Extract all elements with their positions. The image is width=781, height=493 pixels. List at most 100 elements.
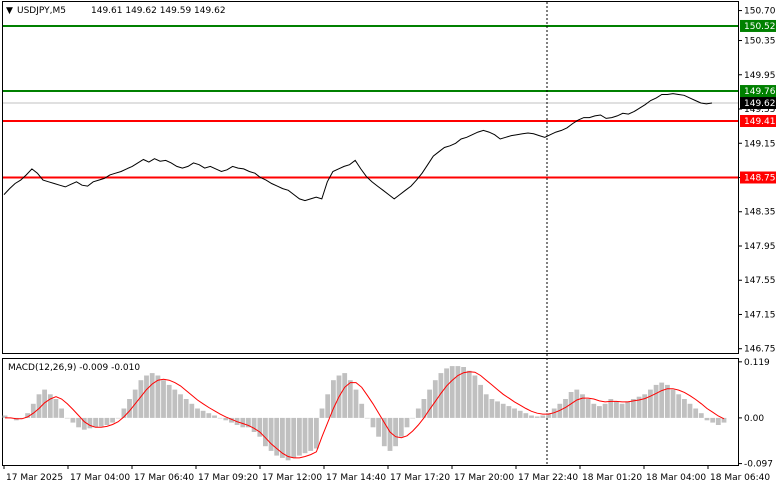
macd-histogram-bar bbox=[693, 408, 699, 418]
macd-histogram-bar bbox=[438, 373, 444, 418]
y-tick-label: 147.15 bbox=[744, 310, 776, 320]
macd-histogram-bar bbox=[342, 373, 348, 418]
x-tick-label: 18 Mar 06:40 bbox=[710, 473, 770, 483]
macd-histogram-bar bbox=[648, 389, 653, 418]
macd-histogram-bar bbox=[653, 384, 659, 418]
y-tick-label: 147.95 bbox=[744, 242, 776, 252]
macd-histogram-bar bbox=[36, 394, 42, 418]
macd-histogram-bar bbox=[574, 389, 580, 418]
time-x-axis: 17 Mar 2025 17 Mar 04:00 17 Mar 06:40 17 Ma… bbox=[3, 465, 770, 483]
y-tick-label: 147.55 bbox=[744, 276, 776, 286]
x-tick-label: 17 Mar 20:00 bbox=[454, 473, 514, 483]
macd-histogram-bar bbox=[268, 417, 274, 451]
macd-histogram-bar bbox=[319, 408, 325, 418]
macd-histogram-bar bbox=[398, 417, 404, 437]
x-tick-label: 18 Mar 01:20 bbox=[582, 473, 642, 483]
price-series-line bbox=[3, 93, 713, 202]
macd-histogram-bar bbox=[172, 389, 178, 418]
macd-histogram-bar bbox=[631, 399, 636, 418]
macd-histogram-bar bbox=[144, 375, 149, 418]
level-label-bg bbox=[740, 85, 776, 98]
y-tick-label: 150.70 bbox=[744, 7, 776, 17]
x-tick-label: 17 Mar 06:40 bbox=[134, 473, 194, 483]
macd-histogram-bar bbox=[489, 399, 495, 418]
macd-histogram-bar bbox=[546, 413, 551, 418]
macd-histogram-bar bbox=[183, 399, 189, 418]
macd-histogram-bar bbox=[127, 399, 132, 418]
macd-histogram-bar bbox=[636, 396, 642, 418]
symbol-label: USDJPY,M5 bbox=[17, 6, 66, 16]
macd-histogram-bar bbox=[608, 399, 614, 418]
macd-histogram-bar bbox=[98, 417, 104, 427]
macd-histogram-bar bbox=[568, 392, 574, 418]
macd-histogram-bar bbox=[704, 417, 710, 421]
macd-histogram-bar bbox=[642, 394, 648, 418]
macd-histogram-bar bbox=[393, 417, 398, 447]
macd-y-tick-label: -0.097 bbox=[744, 460, 773, 470]
macd-histogram-bar bbox=[25, 413, 30, 418]
macd-histogram-bar bbox=[291, 417, 297, 458]
y-tick-label: 149.95 bbox=[744, 71, 776, 81]
macd-histogram-bar bbox=[432, 380, 438, 418]
macd-histogram-bar bbox=[297, 417, 302, 456]
macd-histogram-bar bbox=[64, 417, 70, 419]
macd-histogram-bar bbox=[715, 417, 721, 425]
macd-histogram-bar bbox=[381, 417, 387, 447]
macd-histogram-bar bbox=[308, 417, 314, 451]
macd-histogram-bar bbox=[331, 380, 336, 418]
level-label: 150.52 bbox=[744, 22, 776, 32]
level-label-bg bbox=[740, 114, 776, 127]
macd-histogram-bar bbox=[614, 401, 619, 418]
macd-histogram-bar bbox=[30, 403, 36, 418]
level-label: 148.75 bbox=[744, 174, 776, 184]
dropdown-triangle-icon[interactable]: ▼ bbox=[6, 6, 13, 16]
x-tick-label: 17 Mar 17:20 bbox=[390, 473, 450, 483]
macd-histogram-bar bbox=[2, 415, 8, 418]
macd-histogram-bar bbox=[206, 413, 212, 418]
macd-histogram-bar bbox=[104, 417, 110, 425]
macd-histogram-bar bbox=[687, 403, 693, 418]
macd-histogram-bar bbox=[444, 368, 449, 418]
macd-histogram-bar bbox=[138, 380, 144, 418]
macd-histogram-bar bbox=[449, 366, 455, 418]
macd-histogram-bar bbox=[93, 417, 98, 428]
macd-histogram-bar bbox=[76, 417, 81, 428]
macd-histogram-bar bbox=[529, 415, 534, 418]
macd-histogram-bar bbox=[246, 417, 251, 428]
macd-histogram-bar bbox=[223, 417, 229, 421]
macd-histogram-bar bbox=[257, 417, 263, 437]
macd-histogram-bar bbox=[195, 408, 200, 418]
x-tick-label: 17 Mar 12:00 bbox=[262, 473, 322, 483]
macd-y-tick-label: 0.119 bbox=[744, 358, 770, 368]
macd-histogram-bar bbox=[676, 394, 682, 418]
x-tick-label: 17 Mar 04:00 bbox=[70, 473, 130, 483]
macd-histogram-bar bbox=[625, 401, 631, 418]
macd-histogram-bar bbox=[602, 403, 608, 418]
x-tick-label: 18 Mar 04:00 bbox=[646, 473, 706, 483]
macd-histogram-bar bbox=[591, 403, 597, 418]
x-tick-label: 17 Mar 22:40 bbox=[518, 473, 578, 483]
macd-histogram-bar bbox=[200, 410, 206, 418]
macd-histogram-bar bbox=[410, 417, 415, 419]
macd-histogram-bar bbox=[314, 417, 319, 449]
macd-histogram-bar bbox=[478, 384, 483, 418]
macd-histogram-bar bbox=[540, 415, 546, 418]
macd-histogram-bar bbox=[670, 389, 676, 418]
x-tick-label: 17 Mar 14:40 bbox=[326, 473, 386, 483]
macd-panel-frame bbox=[2, 358, 739, 466]
macd-histogram-bar bbox=[263, 417, 268, 447]
macd-histogram-bar bbox=[619, 403, 625, 418]
macd-histogram-bar bbox=[149, 373, 155, 418]
macd-histogram-bar bbox=[353, 389, 359, 418]
macd-histogram-bar bbox=[229, 417, 234, 423]
macd-histogram-bar bbox=[166, 384, 172, 418]
macd-histogram-bar bbox=[523, 413, 529, 418]
macd-histogram-bar bbox=[495, 401, 500, 418]
macd-histogram-bar bbox=[217, 417, 223, 419]
macd-histogram-bar bbox=[387, 417, 393, 451]
macd-histogram-bar bbox=[212, 415, 217, 418]
macd-histogram-bar bbox=[710, 417, 716, 423]
y-tick-label: 149.55 bbox=[744, 105, 776, 115]
macd-histogram-bar bbox=[87, 417, 93, 429]
